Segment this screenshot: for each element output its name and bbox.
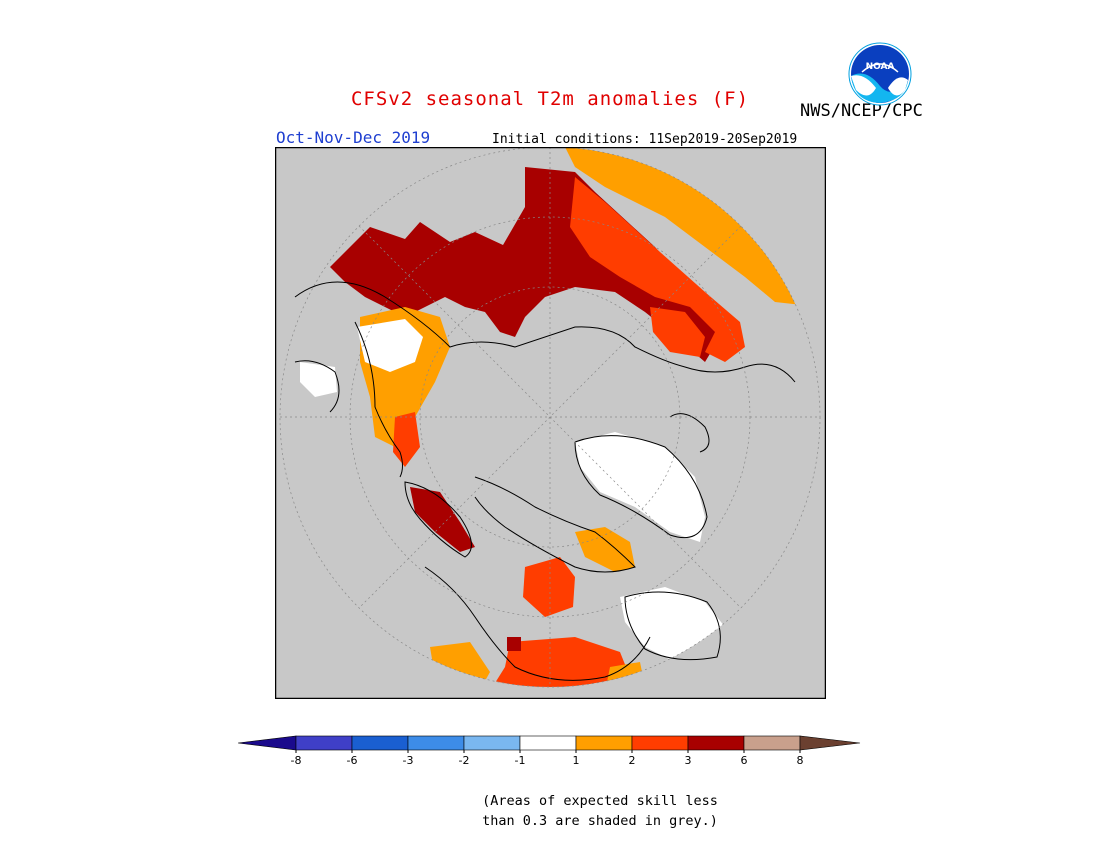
colorbar-label-4: -1 (515, 754, 526, 767)
noaa-logo-text: NOAA (866, 62, 895, 72)
anomaly-region-red-europe (393, 412, 420, 467)
colorbar-arrow-high (799, 735, 861, 751)
colorbar-box-0 (295, 735, 353, 751)
noaa-logo: NOAA (848, 42, 912, 106)
skill-note: (Areas of expected skill less than 0.3 a… (440, 791, 760, 831)
colorbar-label-6: 2 (629, 754, 636, 767)
agency-label: NWS/NCEP/CPC (800, 101, 923, 121)
colorbar-label-0: -8 (291, 754, 302, 767)
anomaly-region-white-europe (357, 319, 423, 372)
anomaly-region-red-north-america (523, 557, 575, 617)
anomaly-region-dark-red (330, 167, 720, 362)
map-frame-border (275, 147, 826, 699)
anomaly-region-orange-canada (575, 527, 635, 572)
colorbar-box-3 (463, 735, 521, 751)
colorbar: -8 -6 -3 -2 -1 1 2 3 6 8 (238, 735, 861, 767)
colorbar-box-6 (631, 735, 689, 751)
coastline-canada (474, 476, 636, 573)
anomaly-region-dark-red-small (507, 637, 521, 651)
graticule-meridian-diag2 (358, 225, 742, 609)
graticule-circle-outer (279, 147, 821, 688)
anomaly-region-orange-asia (565, 147, 820, 307)
coastlines (294, 281, 796, 681)
colorbar-label-5: 1 (573, 754, 580, 767)
coastline-north-america (424, 566, 651, 681)
colorbar-box-4 (519, 735, 577, 751)
colorbar-box-2 (407, 735, 465, 751)
colorbar-label-9: 8 (797, 754, 804, 767)
colorbar-box-7 (687, 735, 745, 751)
colorbar-label-3: -2 (459, 754, 470, 767)
coastline-scandinavia (294, 360, 340, 413)
anomaly-region-dark-red-alaska (410, 487, 475, 552)
anomaly-region-white-greenland (575, 432, 705, 542)
colorbar-box-5 (575, 735, 633, 751)
colorbar-labels: -8 -6 -3 -2 -1 1 2 3 6 8 (291, 750, 804, 767)
coastline-hudson (624, 591, 721, 661)
anomaly-map (275, 147, 826, 699)
anomaly-region-red-eastasia (650, 307, 705, 357)
colorbar-label-7: 3 (685, 754, 692, 767)
colorbar-label-8: 6 (741, 754, 748, 767)
coastline-alaska (404, 481, 472, 558)
skill-note-line2: than 0.3 are shaded in grey.) (482, 813, 718, 829)
colorbar-boxes (238, 735, 861, 751)
coastline-greenland (574, 435, 708, 539)
colorbar-label-1: -6 (347, 754, 358, 767)
skill-note-line1: (Areas of expected skill less (482, 793, 718, 809)
season-label: Oct-Nov-Dec 2019 (276, 128, 431, 147)
coastline-europe (354, 321, 403, 478)
chart-title: CFSv2 seasonal T2m anomalies (F) (350, 88, 750, 110)
initial-conditions-label: Initial conditions: 11Sep2019-20Sep2019 (492, 132, 798, 147)
colorbar-box-8 (743, 735, 801, 751)
coastline-japan (669, 413, 710, 453)
anomaly-region-white-scandinavia (300, 362, 337, 397)
colorbar-box-1 (351, 735, 409, 751)
colorbar-label-2: -3 (403, 754, 414, 767)
anomaly-shading (300, 147, 820, 687)
anomaly-region-red-asia (570, 177, 745, 362)
coastline-eurasia (294, 281, 796, 383)
graticule (279, 147, 821, 688)
colorbar-arrow-low (238, 735, 297, 751)
